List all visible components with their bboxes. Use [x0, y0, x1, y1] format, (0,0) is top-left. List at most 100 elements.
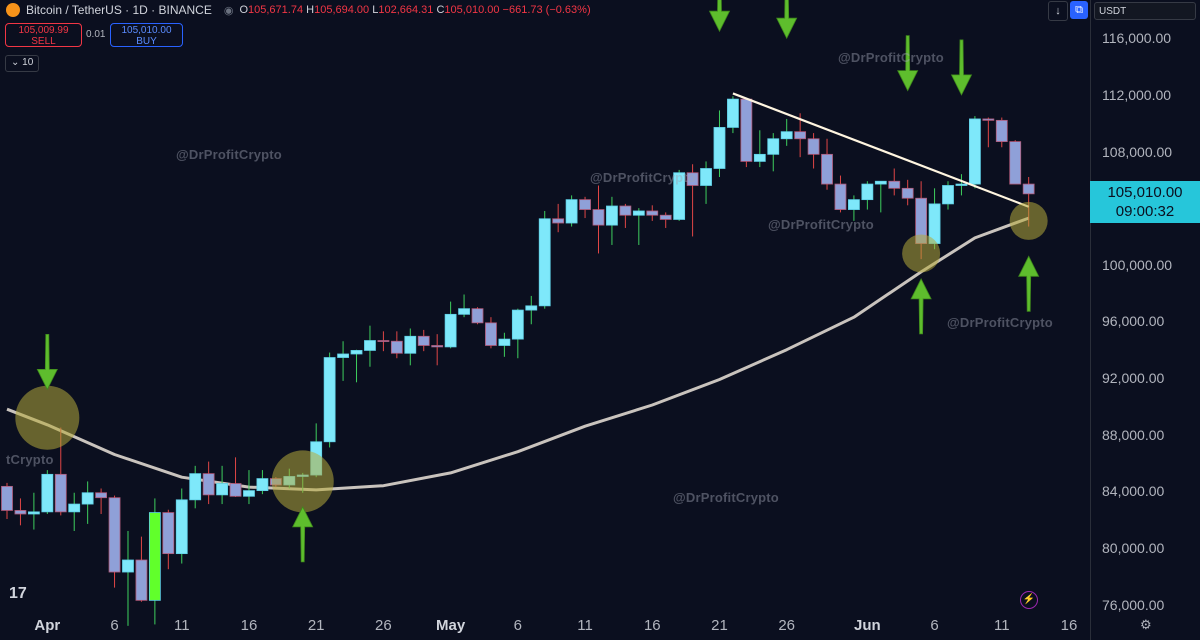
price-axis-label: 88,000.00	[1102, 426, 1165, 443]
price-axis-label: 112,000.00	[1102, 86, 1172, 103]
bar-countdown: 09:00:32	[1115, 203, 1175, 220]
down-arrow-icon	[897, 35, 919, 92]
watermark: @DrProfitCrypto	[176, 147, 282, 162]
time-axis-label: 11	[994, 617, 1010, 634]
candle-body	[444, 313, 457, 348]
time-axis-label: May	[436, 617, 466, 634]
sell-button[interactable]: 105,009.99 SELL	[5, 23, 82, 47]
time-axis-label: Jun	[854, 617, 881, 634]
candle-body	[552, 218, 565, 224]
candle-body	[390, 340, 403, 354]
highlight-circle	[271, 450, 334, 513]
price-axis-label: 92,000.00	[1102, 370, 1165, 387]
down-arrow-icon	[950, 39, 973, 96]
candle-body	[807, 138, 820, 155]
candle-body	[323, 357, 336, 443]
candle-body	[834, 183, 847, 210]
candle-body	[337, 353, 349, 358]
lightning-icon[interactable]: ⚡	[1020, 591, 1038, 609]
down-arrow-icon	[36, 333, 58, 391]
buy-button[interactable]: 105,010.00 BUY	[110, 23, 183, 47]
candle-body	[592, 209, 605, 226]
eye-icon[interactable]: ◉	[223, 4, 234, 17]
candle-body	[874, 180, 887, 185]
candle-body	[686, 172, 699, 186]
last-price-label: 105,010.00 09:00:32	[1090, 181, 1200, 223]
price-axis-label: 96,000.00	[1102, 313, 1165, 330]
time-axis-label: 6	[930, 617, 939, 634]
time-axis-label: 11	[174, 617, 190, 634]
candle-body	[619, 205, 632, 216]
ohlc-values: O105,671.74 H105,694.00 L102,664.31 C105…	[239, 4, 591, 16]
candle-body	[780, 131, 793, 140]
candle-body	[471, 308, 484, 324]
candle-body	[659, 214, 672, 220]
candle-body	[498, 338, 511, 346]
indicator-toggle[interactable]: ⌄ 10	[5, 55, 40, 72]
candle-body	[431, 345, 444, 348]
scroll-down-button[interactable]: ↓	[1048, 1, 1068, 21]
time-axis-label: 21	[711, 617, 728, 634]
candle-body	[565, 199, 578, 224]
price-axis-label: 100,000.00	[1102, 256, 1173, 273]
watermark: @DrProfitCrypto	[590, 170, 696, 185]
candle-body	[175, 499, 188, 555]
time-axis-label: Apr	[34, 617, 61, 634]
candle-body	[727, 98, 739, 128]
candle-body	[901, 187, 914, 199]
spread-value: 0.01	[86, 29, 106, 40]
buy-label: BUY	[136, 36, 157, 47]
tradingview-logo-icon[interactable]: 17	[9, 585, 27, 602]
candle-body	[162, 512, 175, 555]
candle-body	[350, 350, 363, 355]
candle-body	[1, 485, 13, 511]
time-axis-label: 16	[643, 617, 661, 634]
down-arrow-icon	[776, 0, 798, 40]
candle-body	[27, 511, 40, 515]
candle-body	[256, 478, 269, 492]
watermark: @DrProfitCrypto	[673, 490, 779, 505]
time-axis-label: 21	[307, 617, 325, 634]
candle-body	[632, 210, 645, 216]
currency-select[interactable]: USDT	[1094, 2, 1196, 20]
down-arrow-icon	[708, 0, 731, 33]
candle-body	[122, 559, 134, 573]
last-price-value: 105,010.00	[1107, 184, 1183, 201]
candle-body	[1022, 183, 1035, 195]
sync-button[interactable]: ⧉	[1070, 1, 1088, 19]
buy-price: 105,010.00	[121, 25, 172, 36]
candle-body	[243, 490, 255, 497]
candle-body	[646, 210, 659, 216]
candle-body	[538, 218, 551, 307]
candle-body	[713, 127, 726, 169]
time-axis-label: 11	[577, 617, 593, 634]
candle-body	[995, 119, 1008, 142]
settings-icon[interactable]: ⚙	[1140, 617, 1152, 632]
candle-body	[148, 512, 161, 601]
price-axis[interactable]	[1090, 0, 1200, 640]
candle-body	[942, 185, 954, 205]
candle-body	[202, 473, 215, 496]
candle-body	[525, 305, 538, 311]
candle-body	[364, 340, 376, 351]
pair-title[interactable]: Bitcoin / TetherUS · 1D · BINANCE	[26, 3, 212, 17]
sell-label: SELL	[31, 36, 56, 47]
time-axis-label: 6	[110, 617, 119, 634]
price-axis-label: 80,000.00	[1102, 540, 1165, 556]
candle-body	[229, 483, 242, 497]
candle-body	[753, 153, 766, 162]
candle-body	[485, 322, 497, 346]
up-arrow-icon	[292, 506, 314, 563]
candle-body	[767, 138, 780, 155]
candle-body	[821, 153, 833, 185]
time-axis-label: 6	[513, 617, 522, 634]
candle-body	[740, 98, 753, 162]
candle-body	[673, 172, 686, 220]
candle-body	[794, 131, 807, 140]
price-chart[interactable]	[0, 0, 1090, 640]
candle-body	[216, 483, 228, 496]
candle-body	[982, 118, 995, 121]
candle-body	[955, 183, 968, 186]
candle-body	[135, 559, 148, 601]
candle-body	[54, 473, 67, 513]
